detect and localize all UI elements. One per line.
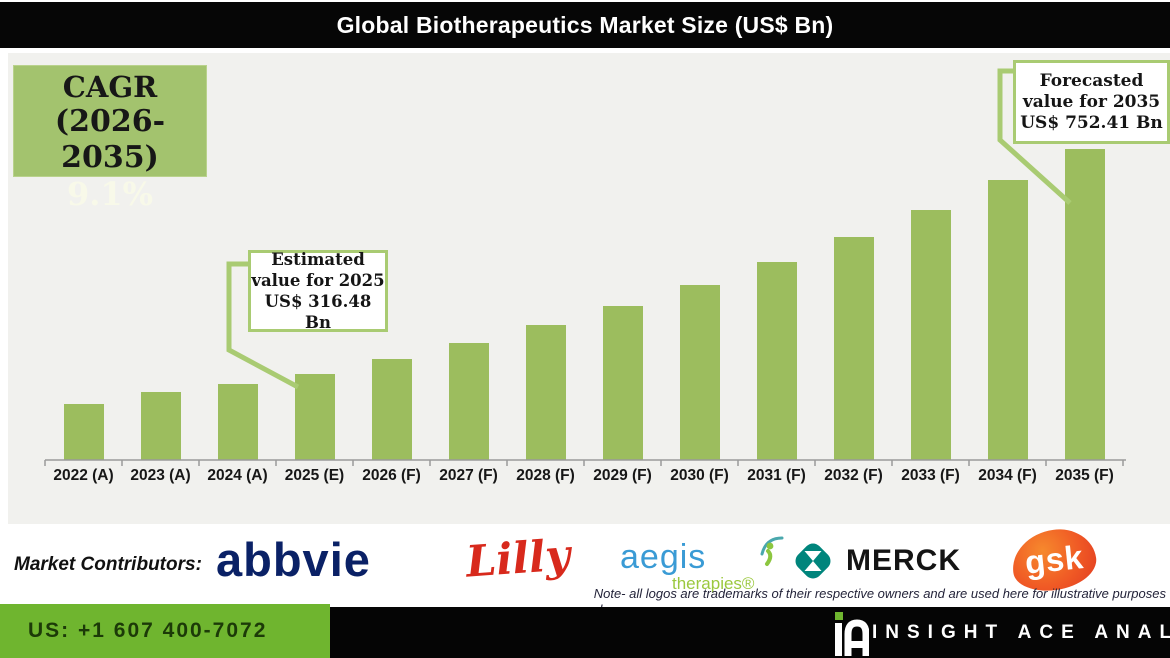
lilly-logo: Lilly [464, 530, 572, 588]
x-axis-label: 2031 (F) [747, 467, 806, 484]
x-axis-label: 2024 (A) [207, 467, 268, 484]
merck-logo: MERCK [790, 538, 961, 584]
phone-box: US: +1 607 400-7072 [0, 604, 330, 658]
page-title: Global Biotherapeutics Market Size (US$ … [336, 11, 834, 38]
bar-2035 [1064, 149, 1105, 460]
callout-forecasted-2035: Forecasted value for 2035 US$ 752.41 Bn [1013, 60, 1170, 144]
bar-2023 [140, 392, 181, 460]
aegis-swoosh-icon [760, 536, 784, 566]
aegis-therapies-logo: aegis therapies® [620, 536, 784, 593]
merck-wordmark: MERCK [846, 544, 961, 577]
callout-forecasted-line2: value for 2035 [1022, 91, 1161, 112]
bar-2025 [294, 374, 335, 460]
gsk-logo: gsk [1008, 524, 1100, 596]
callout-estimated-2025: Estimated value for 2025 US$ 316.48 Bn [248, 250, 388, 332]
callout-estimated-line1: Estimated [271, 250, 365, 269]
abbvie-logo: abbvie [216, 533, 371, 586]
phone-number: US: +1 607 400-7072 [28, 619, 268, 642]
x-axis-label: 2032 (F) [824, 467, 883, 484]
trademark-note: Note- all logos are trademarks of their … [593, 586, 1166, 601]
x-axis-label: 2023 (A) [130, 467, 191, 484]
callout-forecasted-value: US$ 752.41 Bn [1020, 112, 1163, 133]
x-axis-label: 2022 (A) [53, 467, 114, 484]
x-axis-label: 2035 (F) [1055, 467, 1114, 484]
insightace-logo-icon [835, 612, 869, 656]
bar-2026 [371, 359, 412, 460]
bar-2024 [217, 384, 258, 460]
cagr-period: (2026-2035) [54, 104, 166, 175]
callout-estimated-line2: value for 2025 [251, 271, 385, 290]
contributors-strip: Market Contributors: abbvie Lilly aegis … [0, 524, 1170, 617]
cagr-value: 9.1% [66, 175, 154, 213]
merck-icon [795, 543, 831, 579]
bar-2032 [833, 237, 874, 460]
callout-estimated-value: US$ 316.48 Bn [264, 292, 372, 332]
x-axis-label: 2034 (F) [978, 467, 1037, 484]
aegis-wordmark: aegis [620, 538, 707, 576]
market-contributors-label: Market Contributors: [14, 554, 202, 575]
bar-2034 [987, 180, 1028, 460]
brand-name: INSIGHT ACE ANALYTIC [872, 621, 1170, 643]
bar-2030 [679, 285, 720, 460]
footer-bar: US: +1 607 400-7072 INSIGHT ACE ANALYTIC [0, 604, 1170, 658]
bar-2029 [602, 306, 643, 460]
gsk-wordmark: gsk [1022, 538, 1085, 581]
bar-2033 [910, 210, 951, 460]
bar-2028 [525, 325, 566, 460]
bar-2027 [448, 343, 489, 460]
x-axis-label: 2026 (F) [362, 467, 421, 484]
x-axis-label: 2025 (E) [284, 467, 345, 484]
bar-2031 [756, 262, 797, 460]
x-axis-label: 2033 (F) [901, 467, 960, 484]
x-axis-label: 2030 (F) [670, 467, 729, 484]
cagr-label: CAGR [62, 70, 158, 104]
x-axis-label: 2028 (F) [516, 467, 575, 484]
bar-chart: 2022 (A) 2023 (A) 2024 (A) 2025 (E) 2026 (F)… [8, 53, 1170, 524]
callout-forecasted-line1: Forecasted [1039, 70, 1144, 91]
chart-panel: CAGR (2026-2035) 9.1% 2022 (A) 2023 (A) 20… [8, 53, 1170, 525]
cagr-badge: CAGR (2026-2035) 9.1% [13, 65, 207, 212]
x-axis-label: 2029 (F) [593, 467, 652, 484]
aegis-therapies-wordmark: therapies® [672, 574, 755, 593]
x-axis-label: 2027 (F) [439, 467, 498, 484]
bar-2022 [63, 404, 104, 460]
title-bar: Global Biotherapeutics Market Size (US$ … [0, 2, 1170, 48]
